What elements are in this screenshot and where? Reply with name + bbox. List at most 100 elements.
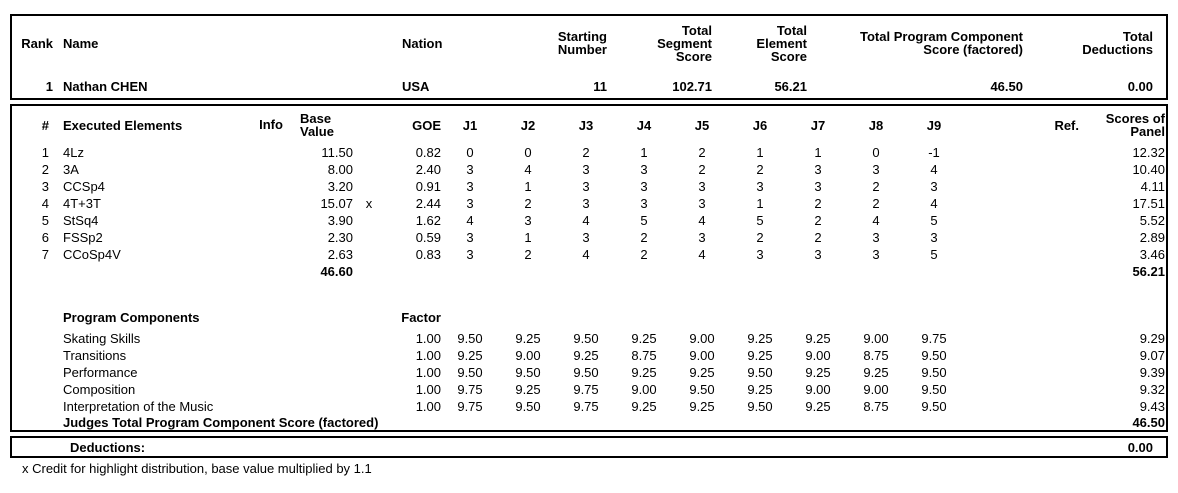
judge-score: 2: [814, 196, 822, 211]
elements-summary: 46.60 56.21 Program Components Factor: [12, 263, 1178, 330]
element-ref: [963, 229, 1079, 246]
component-row: Transitions 1.00 9.25 9.00 9.25 8.75 9.0…: [12, 347, 1178, 364]
element-row: 5 StSq4 3.90 1.62 4 3 4 5 4 5 2 4: [12, 212, 1178, 229]
component-judge-score: 9.00: [863, 382, 889, 397]
component-judge-score: 9.75: [921, 331, 947, 346]
elements-total-row: 46.60 56.21: [12, 263, 1178, 280]
element-goe: 0.82: [415, 145, 441, 160]
judge-1-header: J1: [462, 117, 478, 133]
results-header-table: Rank Name Nation Starting Number Total S…: [12, 16, 1166, 98]
component-judge-score: 9.00: [689, 348, 715, 363]
judge-9-header: J9: [926, 117, 942, 133]
deductions-box: Deductions: 0.00: [10, 436, 1168, 458]
judge-score: 3: [466, 162, 474, 177]
element-info: [246, 246, 296, 263]
judge-score: 5: [756, 213, 764, 228]
element-panel-score: 2.89: [1139, 230, 1165, 245]
component-judge-score: 9.50: [573, 331, 599, 346]
element-number: 2: [41, 162, 49, 177]
element-row: 6 FSSp2 2.30 0.59 3 1 3 2 3 2 2 3: [12, 229, 1178, 246]
judge-score: 2: [640, 230, 648, 245]
factor-header: Factor: [401, 309, 441, 325]
judge-score: 5: [930, 213, 938, 228]
component-judge-score: 9.50: [515, 399, 541, 414]
judge-score: 5: [930, 247, 938, 262]
elements-rows: 1 4Lz 11.50 0.82 0 0 2 1 2 1 1 0: [12, 144, 1178, 263]
skater-nation: USA: [402, 79, 430, 94]
judge-score: 4: [872, 213, 880, 228]
judges-total-value: 46.50: [1132, 415, 1165, 430]
nation-header: Nation: [402, 35, 443, 51]
skater-total-program-component-score: 46.50: [990, 79, 1023, 94]
judge-8-header: J8: [868, 117, 884, 133]
element-row: 7 CCoSp4V 2.63 0.83 3 2 4 2 4 3 3 3: [12, 246, 1178, 263]
element-panel-score: 4.11: [1140, 179, 1165, 194]
components-summary: Judges Total Program Component Score (fa…: [12, 415, 1178, 430]
ref-header: Ref.: [1054, 117, 1079, 133]
component-judge-score: 9.25: [631, 399, 657, 414]
judge-score: 2: [640, 247, 648, 262]
component-factor: 1.00: [415, 382, 441, 397]
element-credit-marker: [353, 178, 385, 195]
component-judge-score: 9.75: [457, 382, 483, 397]
scores-of-panel-header: Scores of Panel: [1105, 111, 1165, 139]
judge-2-header: J2: [520, 117, 536, 133]
judge-score: 3: [640, 179, 648, 194]
judge-score: 5: [640, 213, 648, 228]
component-judge-score: 9.00: [689, 331, 715, 346]
component-judge-score: 9.00: [863, 331, 889, 346]
element-row: 3 CCSp4 3.20 0.91 3 1 3 3 3 3 3 2: [12, 178, 1178, 195]
judge-score: 3: [466, 179, 474, 194]
total-base-value: 46.60: [320, 264, 353, 279]
component-name: Interpretation of the Music: [63, 399, 214, 414]
judge-score: 3: [756, 179, 764, 194]
element-info: [246, 178, 296, 195]
component-panel-score: 9.43: [1139, 399, 1165, 414]
starting-number-header: Starting Number: [557, 29, 607, 57]
element-panel-score: 12.32: [1132, 145, 1165, 160]
judge-score: 2: [582, 145, 590, 160]
judge-score: 4: [466, 213, 474, 228]
element-panel-score: 3.46: [1139, 247, 1165, 262]
component-panel-score: 9.29: [1139, 331, 1165, 346]
judge-score: 2: [814, 213, 822, 228]
element-ref: [963, 212, 1079, 229]
judge-score: 4: [698, 247, 706, 262]
element-credit-marker: [353, 144, 385, 161]
judge-score: 3: [582, 230, 590, 245]
element-credit-marker: [353, 161, 385, 178]
judge-score: 3: [640, 196, 648, 211]
element-credit-marker: [353, 212, 385, 229]
component-judge-score: 9.25: [631, 331, 657, 346]
component-row: Interpretation of the Music 1.00 9.75 9.…: [12, 398, 1178, 415]
judge-score: 2: [814, 230, 822, 245]
judge-score: 4: [524, 162, 532, 177]
element-info: [246, 229, 296, 246]
judge-score: 2: [756, 230, 764, 245]
component-name: Skating Skills: [63, 331, 141, 346]
element-info: [246, 144, 296, 161]
element-ref: [963, 144, 1079, 161]
element-credit-marker: [353, 229, 385, 246]
element-name: 3A: [63, 162, 79, 177]
element-ref: [963, 246, 1079, 263]
judge-score: 3: [698, 196, 706, 211]
elements-header-row: # Executed Elements Info Base Value GOE …: [12, 106, 1178, 144]
element-name: 4Lz: [63, 145, 84, 160]
judge-score: 3: [466, 230, 474, 245]
judge-5-header: J5: [694, 117, 710, 133]
component-row: Composition 1.00 9.75 9.25 9.75 9.00 9.5…: [12, 381, 1178, 398]
judge-score: 2: [872, 179, 880, 194]
judge-score: 3: [814, 162, 822, 177]
skater-starting-number: 11: [593, 79, 607, 94]
component-factor: 1.00: [415, 399, 441, 414]
program-components-title: Program Components: [63, 309, 200, 325]
skater-total-segment-score: 102.71: [672, 79, 712, 94]
deductions-value: 0.00: [1127, 439, 1153, 455]
component-judge-score: 9.75: [457, 399, 483, 414]
element-goe: 0.83: [415, 247, 441, 262]
element-goe: 2.40: [415, 162, 441, 177]
skater-rank: 1: [45, 79, 53, 94]
judge-4-header: J4: [636, 117, 652, 133]
judge-6-header: J6: [752, 117, 768, 133]
